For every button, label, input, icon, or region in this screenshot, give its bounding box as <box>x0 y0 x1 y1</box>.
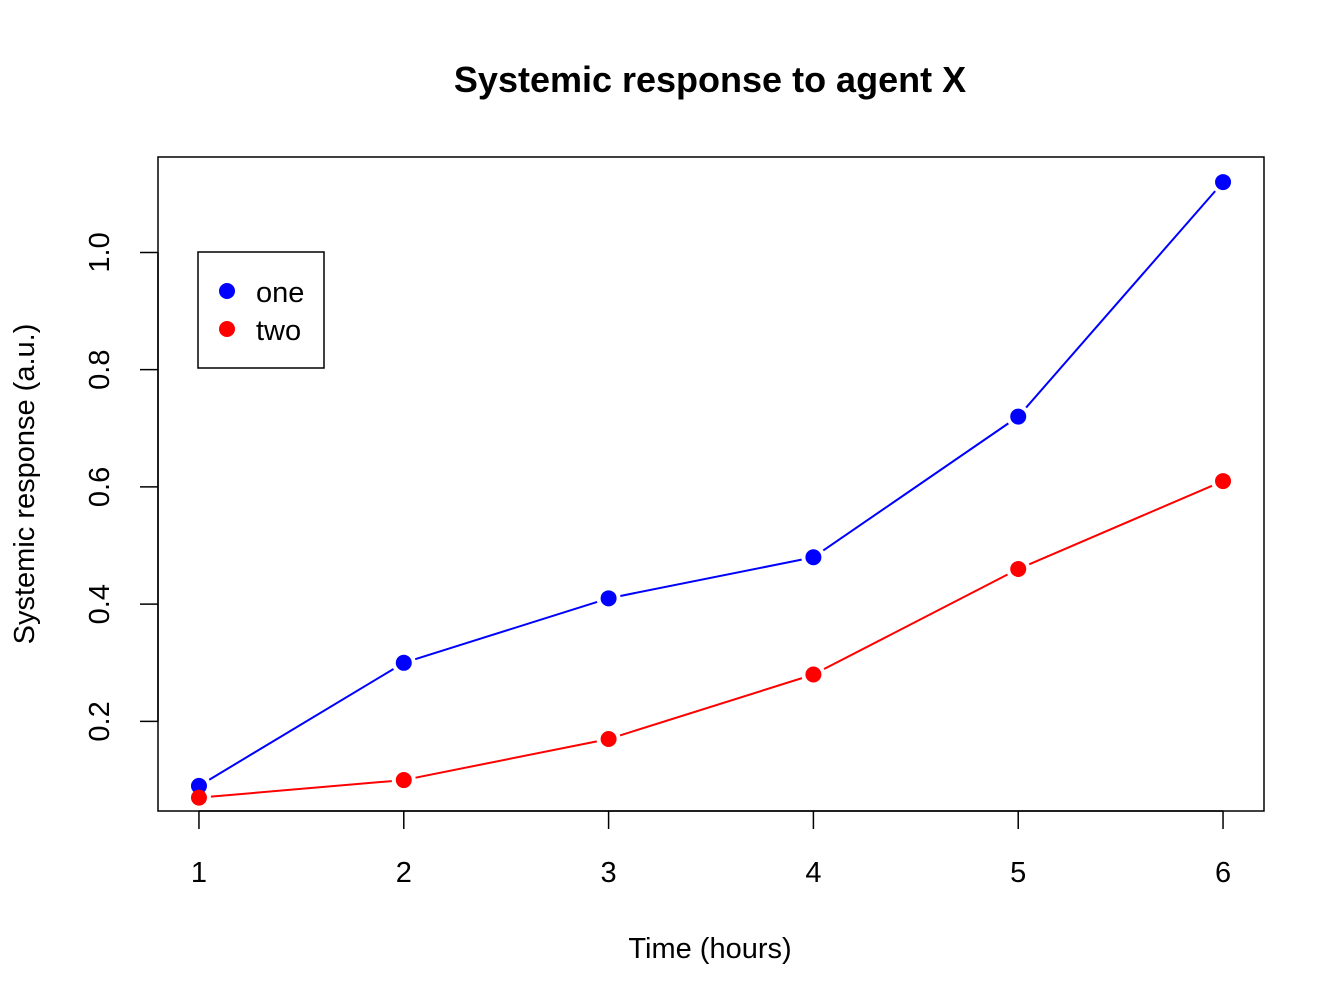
y-tick-label: 0.6 <box>84 467 116 507</box>
series-two-point <box>190 789 207 806</box>
x-tick-label: 6 <box>1215 857 1231 889</box>
series-layer <box>190 174 1232 806</box>
x-axis-label: Time (hours) <box>628 933 791 965</box>
y-tick-label: 0.2 <box>84 701 116 741</box>
series-two-point <box>395 772 412 789</box>
x-tick-label: 3 <box>601 857 617 889</box>
series-two <box>190 473 1232 806</box>
legend-box <box>197 251 325 369</box>
legend-label-one: one <box>256 277 304 309</box>
series-two-point <box>600 731 617 748</box>
series-one-segment <box>414 600 598 661</box>
x-tick-label: 1 <box>191 857 207 889</box>
y-tick-label: 0.8 <box>84 350 116 390</box>
legend: one two <box>197 251 325 369</box>
x-tick-label: 5 <box>1010 857 1026 889</box>
series-one-segment <box>822 422 1009 552</box>
series-one-point <box>1010 408 1027 425</box>
series-one-point <box>190 777 207 794</box>
series-two-segment <box>823 573 1009 670</box>
series-one-point <box>395 654 412 671</box>
series-one-segment <box>620 558 802 597</box>
series-two-segment <box>415 740 598 779</box>
series-two-segment <box>1028 484 1213 566</box>
series-two-point <box>805 666 822 683</box>
series-one-segment <box>1025 190 1216 409</box>
chart-title: Systemic response to agent X <box>454 59 966 100</box>
y-tick-label: 0.4 <box>84 584 116 624</box>
series-two-segment <box>210 780 392 798</box>
x-tick-label: 2 <box>396 857 412 889</box>
y-axis: 0.2 0.4 0.6 0.8 1.0 <box>84 232 159 742</box>
y-tick-label: 1.0 <box>84 232 116 272</box>
series-one-point <box>805 549 822 566</box>
series-one <box>190 174 1232 794</box>
series-one-point <box>600 590 617 607</box>
series-one-segment <box>208 668 395 781</box>
legend-label-two: two <box>256 315 301 347</box>
y-axis-label: Systemic response (a.u.) <box>9 324 41 645</box>
series-two-point <box>1010 561 1027 578</box>
series-one-point <box>1215 174 1232 191</box>
legend-marker-one <box>219 283 235 299</box>
series-two-point <box>1215 473 1232 490</box>
x-axis: 1 2 3 4 5 6 <box>191 810 1231 889</box>
x-tick-label: 4 <box>805 857 821 889</box>
series-two-segment <box>619 677 803 737</box>
legend-marker-two <box>219 321 235 337</box>
